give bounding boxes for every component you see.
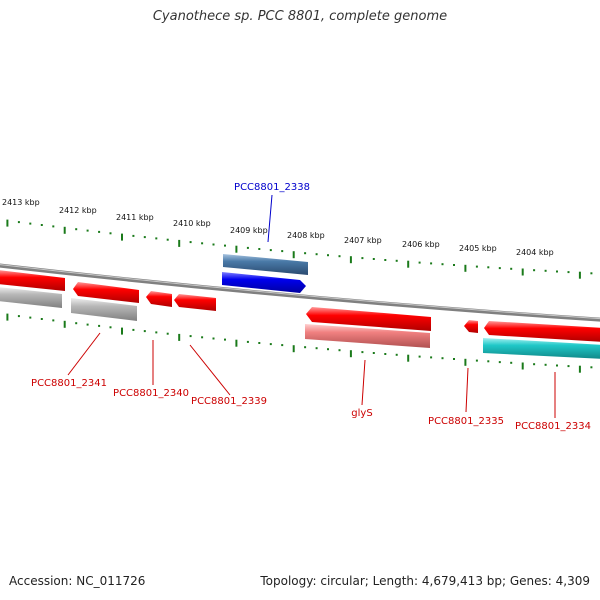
- gene-feature-glys[interactable]: [306, 307, 431, 331]
- gene-feature-2340[interactable]: [146, 291, 172, 307]
- gene-feature-left-edge-gray[interactable]: [0, 287, 62, 308]
- genome-title: Cyanothece sp. PCC 8801, complete genome: [152, 9, 448, 24]
- kbp-label: 2410 kbp: [173, 219, 211, 228]
- leader-line-2335: [465, 367, 469, 413]
- gene-feature-glys-pink[interactable]: [305, 324, 430, 348]
- leader-line-2338: [267, 194, 273, 243]
- gene-feature-2338-inner[interactable]: [222, 272, 306, 293]
- gene-feature-2338-outer[interactable]: [223, 254, 308, 275]
- gene-label-2340[interactable]: PCC8801_2340: [113, 388, 189, 399]
- kbp-label: 2408 kbp: [287, 231, 325, 240]
- gene-label-2334[interactable]: PCC8801_2334: [515, 421, 591, 432]
- kbp-label: 2409 kbp: [230, 226, 268, 235]
- gene-label-2339[interactable]: PCC8801_2339: [191, 396, 267, 407]
- gene-label-2341[interactable]: PCC8801_2341: [31, 378, 107, 389]
- leader-line-2339: [189, 344, 231, 396]
- kbp-label: 2404 kbp: [516, 248, 554, 257]
- genome-backbone: [0, 263, 600, 322]
- gene-feature-2334[interactable]: [484, 321, 600, 342]
- kbp-tick-row-outer: [6, 219, 593, 279]
- kbp-label: 2413 kbp: [2, 198, 40, 207]
- kbp-label: 2411 kbp: [116, 213, 154, 222]
- gene-feature-2334-cyan[interactable]: [483, 338, 600, 359]
- topology-text: Topology: circular; Length: 4,679,413 bp…: [260, 574, 590, 588]
- kbp-label-group: 2413 kbp 2412 kbp 2411 kbp 2410 kbp 2409…: [2, 198, 554, 257]
- gene-feature-2335[interactable]: [464, 320, 478, 333]
- kbp-label: 2405 kbp: [459, 244, 497, 253]
- gene-label-glys[interactable]: glyS: [351, 408, 372, 419]
- accession-text: Accession: NC_011726: [9, 574, 146, 588]
- gene-label-2338[interactable]: PCC8801_2338: [234, 182, 310, 193]
- gene-label-2335[interactable]: PCC8801_2335: [428, 416, 504, 427]
- genome-backbone-highlight: [0, 264, 600, 320]
- leader-line-glys: [361, 359, 366, 406]
- kbp-label: 2407 kbp: [344, 236, 382, 245]
- gene-feature-2341[interactable]: [73, 282, 139, 303]
- gene-feature-2341-gray[interactable]: [71, 298, 137, 321]
- gene-feature-left-edge[interactable]: [0, 270, 65, 291]
- kbp-tick-row-inner: [6, 313, 593, 373]
- kbp-label: 2406 kbp: [402, 240, 440, 249]
- leader-line-2341: [67, 332, 101, 376]
- gene-feature-2339[interactable]: [174, 294, 216, 311]
- kbp-label: 2412 kbp: [59, 206, 97, 215]
